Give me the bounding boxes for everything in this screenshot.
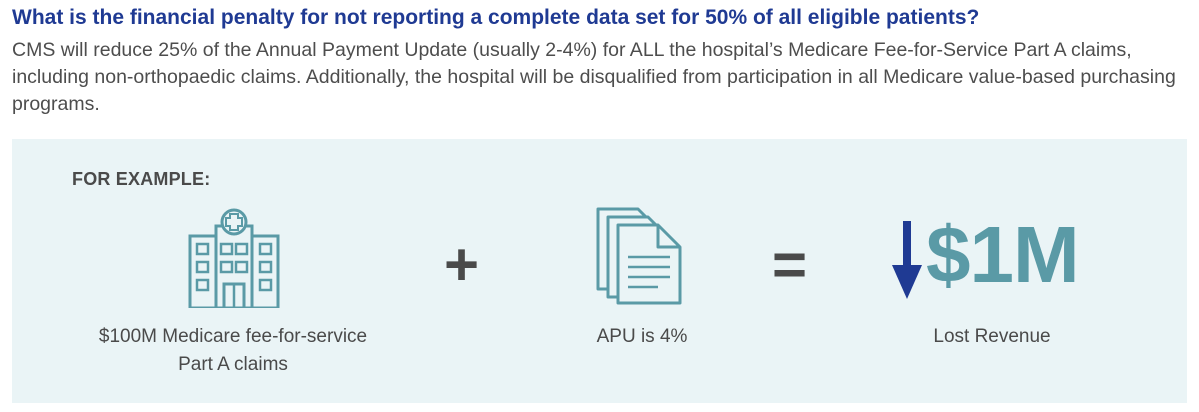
example-label: FOR EXAMPLE: [72, 169, 211, 189]
lost-amount: $1M [926, 210, 1080, 299]
plus-sign: + [444, 231, 480, 298]
apu-caption: APU is 4% [596, 326, 688, 347]
question-heading: What is the financial penalty for not re… [12, 6, 980, 29]
result-caption: Lost Revenue [933, 326, 1051, 347]
answer-paragraph: CMS will reduce 25% of the Annual Paymen… [12, 39, 1176, 115]
claims-caption: $100M Medicare fee-for-service Part A cl… [98, 326, 368, 375]
document-stack-icon [596, 207, 682, 305]
hospital-building-icon [188, 208, 280, 308]
example-panel: FOR EXAMPLE: + = $1M $1 [12, 139, 1187, 403]
equals-sign: = [772, 231, 808, 298]
arrow-down-icon [892, 221, 922, 299]
